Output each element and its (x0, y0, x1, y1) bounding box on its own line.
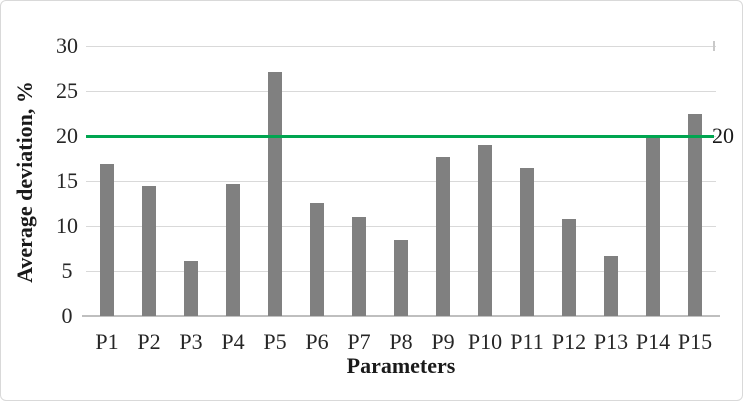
x-category-label: P13 (593, 329, 629, 354)
y-tick-label: 0 (61, 303, 73, 328)
y-tick-label: 5 (61, 258, 73, 283)
bar (310, 202, 324, 316)
bar (352, 217, 366, 316)
x-axis-line (82, 315, 720, 317)
bar (142, 185, 156, 316)
bar (604, 255, 618, 316)
x-category-label: P5 (263, 329, 287, 354)
bar (100, 163, 114, 316)
gridline-end-tick (713, 41, 715, 51)
bar (478, 145, 492, 316)
gridline (86, 225, 716, 227)
bar (226, 183, 240, 316)
bar (688, 114, 702, 316)
x-category-label: P9 (431, 329, 455, 354)
x-category-label: P11 (510, 329, 544, 354)
bar (562, 218, 576, 316)
y-tick-label: 20 (56, 123, 78, 148)
bar (394, 239, 408, 316)
x-category-label: P3 (179, 329, 203, 354)
y-tick-label: 30 (56, 33, 78, 58)
gridline (86, 90, 716, 92)
bar (520, 168, 534, 316)
x-category-label: P10 (467, 329, 503, 354)
plot-area: P1 P2 P3 P4 P5 P6 P7 P8 P9 P10 P11 P12 P13 P14 P15 (82, 41, 720, 354)
x-category-label: P8 (389, 329, 413, 354)
threshold-line-label: 20 (712, 123, 734, 148)
y-tick-label: 15 (56, 168, 78, 193)
bar (646, 136, 660, 316)
x-category-label: P6 (305, 329, 329, 354)
x-category-label: P4 (221, 329, 245, 354)
threshold-line (86, 134, 714, 138)
x-category-label: P2 (137, 329, 161, 354)
y-axis-title: Average deviation, % (12, 81, 37, 283)
x-category-label: P14 (635, 329, 671, 354)
x-axis-title: Parameters (346, 353, 456, 378)
bar (268, 72, 282, 316)
x-category-label: P15 (677, 329, 713, 354)
bar (184, 261, 198, 316)
gridline (86, 45, 716, 47)
y-tick-label: 10 (56, 213, 78, 238)
bar (436, 156, 450, 316)
gridline (86, 180, 716, 182)
x-category-label: P7 (347, 329, 371, 354)
y-tick-label: 25 (56, 78, 78, 103)
x-category-label: P1 (95, 329, 119, 354)
x-category-label: P12 (551, 329, 587, 354)
